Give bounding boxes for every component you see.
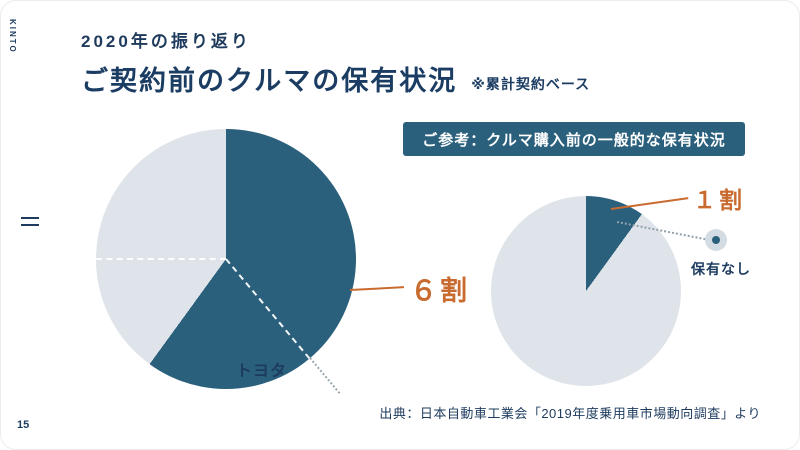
page-title: ご契約前のクルマの保有状況 xyxy=(81,66,458,96)
pie-label-no-car-reference: 保有なし xyxy=(691,261,751,277)
kinto-logo: KINTO xyxy=(8,19,17,54)
callout-line-6wari xyxy=(349,286,404,291)
reference-box: ご参考：クルマ購入前の一般的な保有状況 xyxy=(403,122,745,156)
source-text: 出典：日本自動車工業会「2019年度乗用車市場動向調査」より xyxy=(379,406,761,421)
callout-1wari: １割 xyxy=(693,187,745,213)
pie-chart-main: トヨタ 保有なし 他メーカー xyxy=(96,129,364,444)
menu-icon xyxy=(21,217,39,231)
callout-6wari: ６割 xyxy=(410,276,470,306)
pie-dashed-divider xyxy=(96,258,226,260)
pie-label-no-car: 保有なし xyxy=(348,379,366,444)
pie-dotted-extension xyxy=(309,357,341,394)
title-note: ※累計契約ベース xyxy=(471,75,591,92)
pie-chart-reference: 買い替え・増車 xyxy=(491,196,681,386)
no-car-dot-icon xyxy=(705,229,727,251)
pie-label-toyota: トヨタ xyxy=(236,363,288,380)
title-row: ご契約前のクルマの保有状況 ※累計契約ベース xyxy=(81,66,591,97)
page-number: 15 xyxy=(17,419,30,431)
slide-kicker: 2020年の振り返り xyxy=(81,32,251,51)
